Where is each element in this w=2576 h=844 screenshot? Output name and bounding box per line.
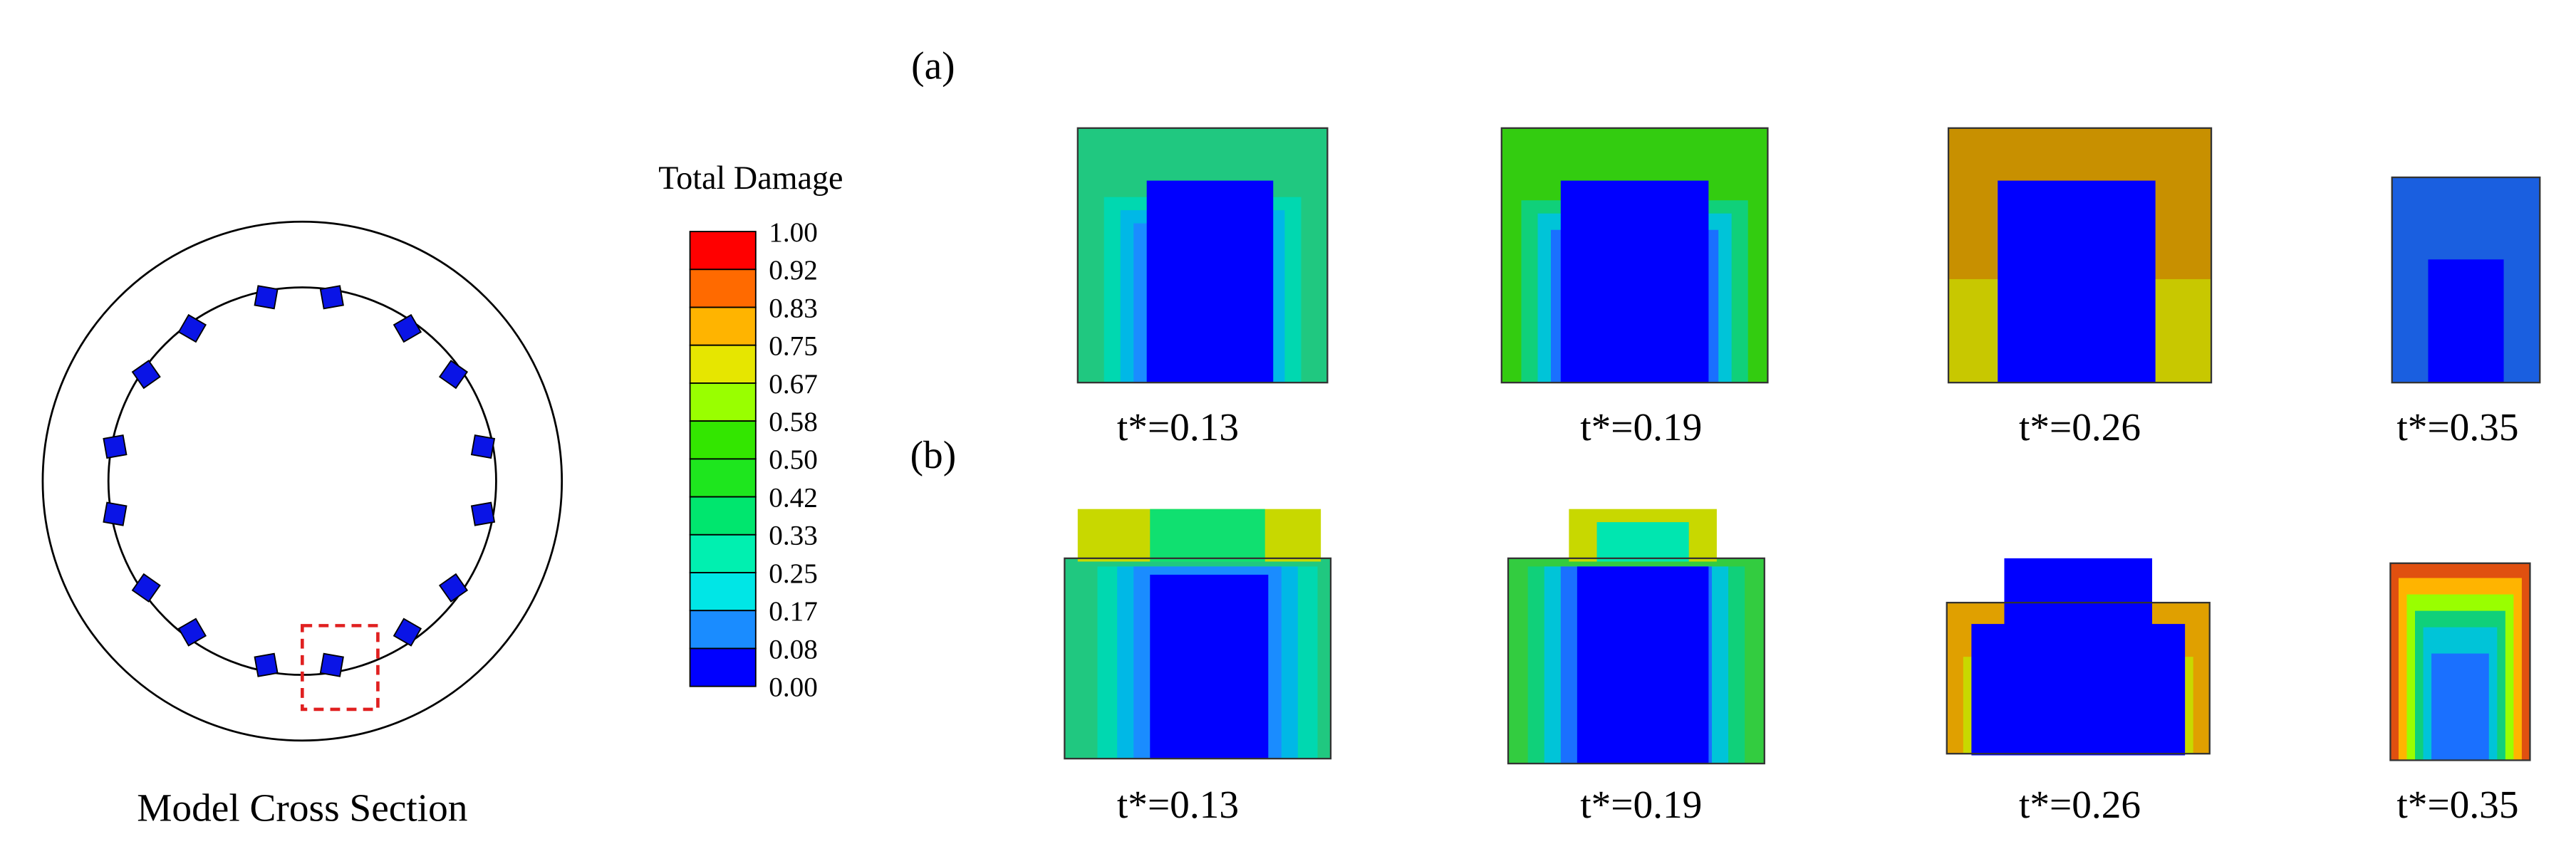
zoom-box <box>301 624 380 712</box>
contour-band <box>1146 180 1274 383</box>
steel-block <box>177 618 207 647</box>
steel-block <box>393 618 422 647</box>
steel-block <box>131 573 161 603</box>
legend-swatch <box>689 647 757 687</box>
steel-block <box>103 434 128 459</box>
legend-label: 0.33 <box>769 521 818 551</box>
panel-label: t*=0.35 <box>2396 405 2518 449</box>
legend-swatch <box>689 496 757 536</box>
panel-label: t*=0.26 <box>2019 405 2141 449</box>
panel-outline <box>1076 127 1329 384</box>
legend-label: 0.25 <box>769 558 818 589</box>
contour-band <box>1971 624 2186 756</box>
legend-label: 0.83 <box>769 293 818 323</box>
panel-outline <box>1947 127 2213 384</box>
legend-swatch <box>689 458 757 498</box>
legend-swatch <box>689 572 757 612</box>
steel-block <box>254 652 279 677</box>
contour-band <box>2428 259 2504 383</box>
steel-block <box>438 360 469 390</box>
legend-label: 0.58 <box>769 407 818 437</box>
panel-outline <box>1507 557 1765 765</box>
steel-block <box>319 652 344 677</box>
panels: t*=0.13 t*=0.19 t*=0.26 t*=0.35 t*=0.13 t*=0.… <box>1064 127 2541 826</box>
panel-outline <box>1500 127 1769 384</box>
legend-label: 1.00 <box>769 217 818 248</box>
legend-label: 0.67 <box>769 369 818 400</box>
legend-label: 0.50 <box>769 444 818 475</box>
legend-swatch <box>689 306 757 346</box>
steel-block <box>470 501 496 526</box>
steel-block <box>470 434 496 459</box>
contour-band <box>2431 653 2489 761</box>
contour-band <box>1560 180 1709 383</box>
legend-swatch <box>689 382 757 422</box>
steel-block <box>393 313 422 343</box>
panel-outline <box>2391 176 2541 384</box>
panel-label: t*=0.13 <box>1117 405 1239 449</box>
legend-title: Total Damage <box>658 160 843 196</box>
legend-label: 0.75 <box>769 331 818 362</box>
contour-band <box>1150 574 1269 759</box>
steel-block <box>131 360 161 390</box>
legend-label: 0.92 <box>769 255 818 286</box>
legend-swatch <box>689 420 757 460</box>
steel-block <box>438 573 469 603</box>
legend-swatch <box>689 231 757 271</box>
steel-block <box>254 285 279 310</box>
panel-label: t*=0.35 <box>2396 783 2518 826</box>
row-label: (a) <box>911 44 955 88</box>
legend-swatch <box>689 269 757 308</box>
contour-band <box>1596 522 1689 562</box>
legend-swatch <box>689 533 757 573</box>
panel-outline <box>2389 562 2531 761</box>
panel-outline <box>1064 557 1332 760</box>
legend: 1.00 0.92 0.83 0.75 0.67 0.58 0.50 0.42 0.33 0.25… <box>689 217 818 703</box>
legend-label: 0.42 <box>769 482 818 513</box>
steel-block <box>319 285 344 310</box>
legend-swatch <box>689 344 757 384</box>
legend-label: 0.00 <box>769 672 818 703</box>
contour-band <box>1998 180 2156 383</box>
panel-outline <box>1946 601 2211 755</box>
inner-ring <box>107 286 497 676</box>
contour-band <box>1150 509 1265 562</box>
steel-blocks <box>103 285 496 677</box>
legend-label: 0.08 <box>769 634 818 665</box>
panel-label: t*=0.19 <box>1580 783 1702 826</box>
contour-band <box>1577 566 1709 764</box>
legend-label: 0.17 <box>769 596 818 627</box>
steel-block <box>177 313 207 343</box>
row-label: (b) <box>910 433 957 476</box>
legend-swatch <box>689 610 757 650</box>
caption: Model Cross Section <box>137 786 467 830</box>
panel-label: t*=0.26 <box>2019 783 2141 826</box>
panel-label: t*=0.19 <box>1580 405 1702 449</box>
outer-ring <box>41 220 564 742</box>
panel-label: t*=0.13 <box>1117 783 1239 826</box>
steel-block <box>103 501 128 526</box>
